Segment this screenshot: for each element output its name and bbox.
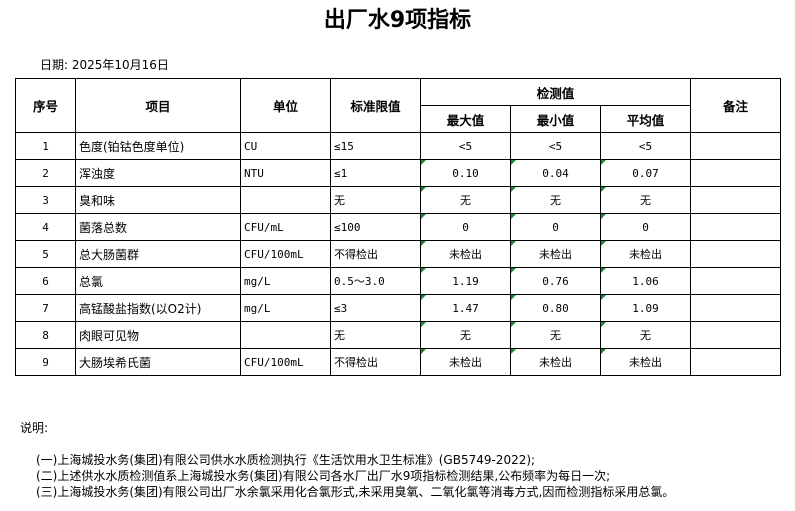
cell-unit: CFU/100mL xyxy=(240,348,331,376)
cell-avg: <5 xyxy=(600,132,691,160)
cell-no: 4 xyxy=(15,213,76,241)
cell-item: 总氯 xyxy=(75,267,241,295)
cell-max: 1.19 xyxy=(420,267,511,295)
cell-limit: ≤1 xyxy=(330,159,421,187)
cell-no: 6 xyxy=(15,267,76,295)
cell-remark xyxy=(690,186,781,214)
cell-remark xyxy=(690,240,781,268)
cell-no: 7 xyxy=(15,294,76,322)
table-row: 8 肉眼可见物无无无无 xyxy=(15,321,781,349)
header-no: 序号 xyxy=(15,78,76,133)
cell-no: 8 xyxy=(15,321,76,349)
cell-item: 高锰酸盐指数(以O2计) xyxy=(75,294,241,322)
page-title: 出厂水9项指标 xyxy=(323,8,472,33)
header-min: 最小值 xyxy=(510,105,601,133)
table-row: 6 总氯 mg/L 0.5～3.0 1.19 0.76 1.06 xyxy=(15,267,781,295)
cell-limit: 不得检出 xyxy=(330,240,421,268)
notes: 说明: (一)上海城投水务(集团)有限公司供水水质检测执行《生活饮用水卫生标准》… xyxy=(20,420,674,500)
cell-no: 9 xyxy=(15,348,76,376)
header-detect: 检测值 xyxy=(420,78,691,106)
cell-item: 臭和味 xyxy=(75,186,241,214)
header-limit: 标准限值 xyxy=(330,78,421,133)
cell-unit: CFU/100mL xyxy=(240,240,331,268)
cell-limit: 无 xyxy=(330,321,421,349)
cell-min: 无 xyxy=(510,186,601,214)
table-row: 1 色度(铂钴色度单位) CU ≤15 <5 <5 <5 xyxy=(15,132,781,160)
header-item: 项目 xyxy=(75,78,241,133)
cell-remark xyxy=(690,213,781,241)
cell-min: 0 xyxy=(510,213,601,241)
cell-no: 1 xyxy=(15,132,76,160)
cell-min: 0.04 xyxy=(510,159,601,187)
header-avg: 平均值 xyxy=(600,105,691,133)
cell-unit xyxy=(240,321,331,349)
note-line: (三)上海城投水务(集团)有限公司出厂水余氯采用化合氯形式,未采用臭氧、二氧化氯… xyxy=(36,485,675,499)
cell-max: 0 xyxy=(420,213,511,241)
cell-min: 0.76 xyxy=(510,267,601,295)
note-line: (一)上海城投水务(集团)有限公司供水水质检测执行《生活饮用水卫生标准》(GB5… xyxy=(36,453,536,467)
cell-item: 浑浊度 xyxy=(75,159,241,187)
cell-max: 未检出 xyxy=(420,240,511,268)
cell-max: 无 xyxy=(420,186,511,214)
cell-limit: ≤15 xyxy=(330,132,421,160)
table-row: 5 总大肠菌群 CFU/100mL 不得检出 未检出 未检出 未检出 xyxy=(15,240,781,268)
cell-limit: 不得检出 xyxy=(330,348,421,376)
cell-avg: 0.07 xyxy=(600,159,691,187)
cell-avg: 未检出 xyxy=(600,348,691,376)
cell-avg: 1.09 xyxy=(600,294,691,322)
cell-unit: CFU/mL xyxy=(240,213,331,241)
cell-item: 菌落总数 xyxy=(75,213,241,241)
cell-min: 无 xyxy=(510,321,601,349)
cell-remark xyxy=(690,132,781,160)
cell-limit: ≤100 xyxy=(330,213,421,241)
header-unit: 单位 xyxy=(240,78,331,133)
cell-avg: 无 xyxy=(600,186,691,214)
cell-remark xyxy=(690,294,781,322)
cell-item: 总大肠菌群 xyxy=(75,240,241,268)
cell-min: 未检出 xyxy=(510,240,601,268)
notes-label: 说明: xyxy=(20,421,49,435)
cell-unit: CU xyxy=(240,132,331,160)
cell-max: 0.10 xyxy=(420,159,511,187)
cell-no: 3 xyxy=(15,186,76,214)
header-remark: 备注 xyxy=(690,78,781,133)
cell-remark xyxy=(690,267,781,295)
table-row: 3 臭和味无无无无 xyxy=(15,186,781,214)
cell-max: 1.47 xyxy=(420,294,511,322)
cell-limit: 无 xyxy=(330,186,421,214)
cell-min: 未检出 xyxy=(510,348,601,376)
header-max: 最大值 xyxy=(420,105,511,133)
cell-max: 未检出 xyxy=(420,348,511,376)
cell-limit: ≤3 xyxy=(330,294,421,322)
cell-avg: 未检出 xyxy=(600,240,691,268)
cell-unit: mg/L xyxy=(240,294,331,322)
note-line: (二)上述供水水质检测值系上海城投水务(集团)有限公司各水厂出厂水9项指标检测结… xyxy=(36,469,611,483)
report-date: 日期: 2025年10月16日 xyxy=(40,58,169,72)
table-row: 7 高锰酸盐指数(以O2计) mg/L ≤3 1.47 0.80 1.09 xyxy=(15,294,781,322)
cell-unit: mg/L xyxy=(240,267,331,295)
table-row: 9 大肠埃希氏菌 CFU/100mL 不得检出 未检出 未检出 未检出 xyxy=(15,348,781,376)
cell-item: 色度(铂钴色度单位) xyxy=(75,132,241,160)
table-row: 4 菌落总数 CFU/mL ≤100 0 0 0 xyxy=(15,213,781,241)
cell-max: <5 xyxy=(420,132,511,160)
cell-remark xyxy=(690,321,781,349)
cell-avg: 无 xyxy=(600,321,691,349)
water-quality-table: 序号 项目 单位 标准限值 检测值 备注 最大值 最小值 平均值 1 色度(铂钴色… xyxy=(15,78,781,376)
cell-remark xyxy=(690,159,781,187)
cell-item: 大肠埃希氏菌 xyxy=(75,348,241,376)
cell-unit: NTU xyxy=(240,159,331,187)
cell-min: <5 xyxy=(510,132,601,160)
cell-remark xyxy=(690,348,781,376)
cell-unit xyxy=(240,186,331,214)
cell-no: 2 xyxy=(15,159,76,187)
cell-min: 0.80 xyxy=(510,294,601,322)
cell-no: 5 xyxy=(15,240,76,268)
cell-avg: 0 xyxy=(600,213,691,241)
table-row: 2 浑浊度 NTU ≤1 0.10 0.04 0.07 xyxy=(15,159,781,187)
cell-max: 无 xyxy=(420,321,511,349)
cell-item: 肉眼可见物 xyxy=(75,321,241,349)
cell-avg: 1.06 xyxy=(600,267,691,295)
cell-limit: 0.5～3.0 xyxy=(330,267,421,295)
